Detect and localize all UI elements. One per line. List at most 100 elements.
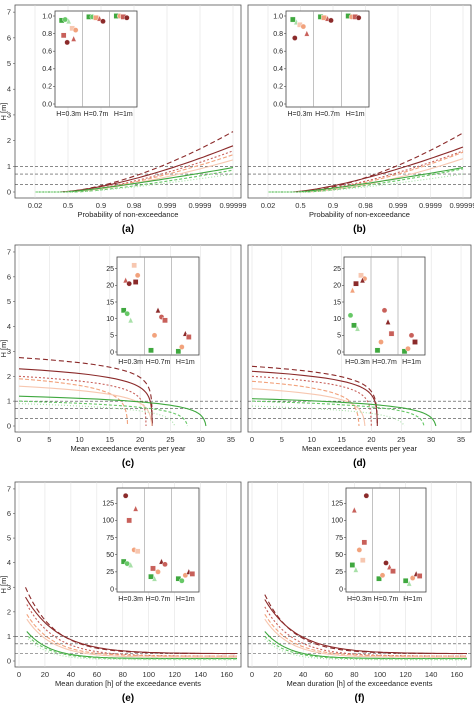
inset-data-point: [126, 517, 132, 524]
inset-chart: 0 5 10 15 20 25 H=0.3m H=0.7m H=1m: [106, 256, 200, 366]
inset-category-label: H=0.7m: [84, 111, 109, 118]
y-tick-label: 1: [7, 397, 11, 406]
x-axis-label: Mean exceedance events per year: [302, 444, 418, 453]
inset-data-point: [353, 280, 359, 287]
inset-category-label: H=0.3m: [345, 359, 370, 366]
panel-label: (e): [122, 693, 134, 704]
inset-y-tick-label: 0: [110, 349, 114, 356]
inset-data-point: [124, 14, 130, 21]
x-tick-label: 20: [273, 670, 281, 679]
y-tick-label: 1: [7, 632, 11, 641]
inset-data-point: [363, 492, 370, 499]
inset-category-label: H=0.3m: [118, 596, 143, 603]
inset-y-tick-label: 15: [106, 299, 114, 306]
inset-y-tick-label: 125: [331, 501, 343, 508]
inset-data-point: [412, 339, 418, 345]
x-tick-label: 20: [367, 435, 375, 444]
y-tick-label: 7: [7, 247, 11, 256]
inset-data-point: [383, 560, 389, 566]
inset-y-tick-label: 10: [106, 316, 114, 323]
x-tick-label: 35: [457, 435, 465, 444]
series-line: [26, 631, 237, 660]
inset-category-label: H=1m: [346, 111, 365, 118]
inset-data-point: [131, 262, 137, 269]
inset-data-point: [64, 39, 70, 46]
series-line: [26, 618, 237, 658]
x-tick-label: 40: [67, 670, 75, 679]
inset-category-label: H=0.7m: [372, 359, 397, 366]
x-tick-label: 15: [106, 435, 114, 444]
inset-y-tick-label: 125: [102, 501, 114, 508]
inset-y-tick-label: 75: [106, 535, 114, 542]
y-tick-label: 5: [7, 59, 11, 68]
inset-data-point: [359, 276, 366, 284]
inset-data-point: [100, 18, 106, 25]
y-axis-label: H [m]: [0, 576, 8, 594]
inset-y-tick-label: 0.0: [42, 101, 52, 108]
inset-y-tick-label: 0: [339, 586, 343, 593]
panel-label: (a): [122, 224, 134, 235]
series-line: [26, 613, 237, 657]
inset-y-tick-label: 0.2: [273, 84, 283, 91]
series-line: [264, 594, 467, 655]
inset-y-tick-label: 50: [335, 552, 343, 559]
panel-c: 0 5 10 15 20 25 30 35 0 1 2 3 4 5 6 7 Mean exceedance ev…: [0, 244, 242, 469]
x-tick-label: 0.9: [328, 201, 338, 210]
x-tick-label: 0.999: [158, 201, 177, 210]
x-tick-label: 0: [17, 670, 21, 679]
inset-chart: 0 25 50 75 100 125 H=0.3m H=0.7m H=1m: [102, 487, 200, 603]
inset-data-point: [122, 492, 129, 499]
series-line: [18, 403, 176, 427]
inset-data-point: [189, 571, 196, 577]
inset-category-label: H=0.3m: [56, 111, 81, 118]
y-axis-label: H [m]: [0, 340, 8, 358]
inset-data-point: [122, 276, 129, 284]
x-tick-label: 100: [143, 670, 156, 679]
inset-category-label: H=0.7m: [374, 596, 399, 603]
inset-frame: [116, 256, 200, 356]
series-line: [251, 365, 378, 426]
x-tick-label: 0.9999: [189, 201, 212, 210]
series-line: [251, 405, 405, 427]
inset-data-point: [386, 563, 393, 570]
x-tick-label: 160: [220, 670, 233, 679]
x-tick-label: 0: [250, 670, 254, 679]
y-tick-label: 3: [7, 583, 11, 592]
x-tick-label: 5: [47, 435, 51, 444]
inset-data-point: [361, 539, 368, 546]
y-tick-label: 6: [7, 33, 11, 42]
y-tick-label: 4: [7, 322, 11, 331]
inset-frame: [343, 256, 426, 356]
inset-category-label: H=0.3m: [118, 359, 143, 366]
x-tick-label: 35: [227, 435, 235, 444]
inset-y-tick-label: 5: [110, 333, 114, 340]
x-tick-label: 0.02: [28, 201, 43, 210]
series-line: [27, 638, 237, 661]
y-tick-label: 0: [7, 188, 11, 197]
inset-data-point: [132, 505, 139, 512]
panel-label: (d): [353, 458, 366, 469]
inset-y-tick-label: 0.2: [42, 84, 52, 91]
inset-data-point: [349, 562, 356, 568]
inset-data-point: [356, 547, 363, 553]
x-axis-label: Probability of non-exceedance: [309, 210, 410, 219]
x-tick-label: 0.5: [63, 201, 73, 210]
series-line: [264, 631, 467, 660]
y-tick-label: 3: [7, 347, 11, 356]
inset-data-point: [60, 32, 67, 39]
inset-data-point: [120, 307, 127, 314]
series-line: [18, 375, 147, 426]
y-tick-label: 1: [7, 162, 11, 171]
panel-e: 0 20 40 60 80 100 120 140 160 0 1 2 3 4 5 6 7 Mean durati…: [0, 481, 242, 704]
x-tick-label: 0.999: [389, 201, 408, 210]
inset-data-point: [127, 316, 134, 324]
panel-b: 0.02 0.5 0.9 0.98 0.999 0.9999 0.99999 Probabil…: [247, 4, 474, 235]
inset-frame: [345, 487, 427, 593]
inset-y-tick-label: 0.8: [273, 31, 283, 38]
y-tick-label: 2: [7, 607, 11, 616]
x-tick-label: 80: [119, 670, 127, 679]
inset-data-point: [374, 347, 381, 354]
inset-data-point: [134, 272, 141, 279]
x-tick-label: 60: [93, 670, 101, 679]
